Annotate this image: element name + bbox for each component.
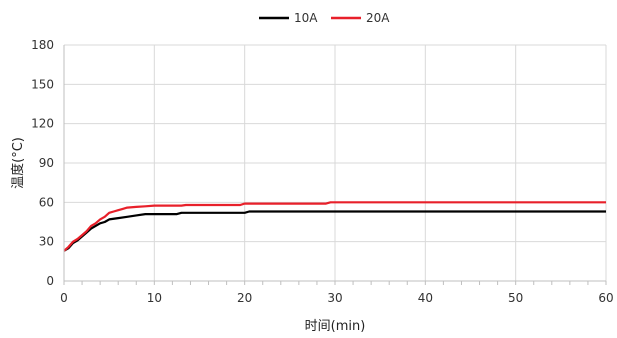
y-tick-label: 120 [31, 117, 54, 131]
axes: 0 30 60 90 120 150 180 0 10 20 30 40 50 60 [31, 38, 614, 305]
series-line-20A [63, 201, 606, 252]
y-axis-label: 温度(°C) [10, 137, 26, 189]
grid [64, 44, 607, 281]
series-lines [63, 201, 606, 252]
y-tick-label: 90 [39, 156, 54, 170]
legend: 10A 20A [259, 11, 390, 25]
y-tick-label: 30 [39, 235, 54, 249]
x-tick-label: 20 [237, 291, 252, 305]
x-tick-label: 40 [418, 291, 433, 305]
y-tick-label: 60 [39, 195, 54, 209]
y-tick-label: 180 [31, 38, 54, 52]
y-tick-label: 150 [31, 77, 54, 91]
x-tick-label: 60 [598, 291, 613, 305]
legend-label-20A: 20A [366, 11, 390, 25]
x-tick-label: 30 [327, 291, 342, 305]
legend-label-10A: 10A [294, 11, 318, 25]
x-tick-label: 0 [60, 291, 68, 305]
y-tick-label: 0 [46, 274, 54, 288]
x-tick-label: 10 [147, 291, 162, 305]
x-axis-label: 时间(min) [305, 319, 366, 334]
x-tick-label: 50 [508, 291, 523, 305]
